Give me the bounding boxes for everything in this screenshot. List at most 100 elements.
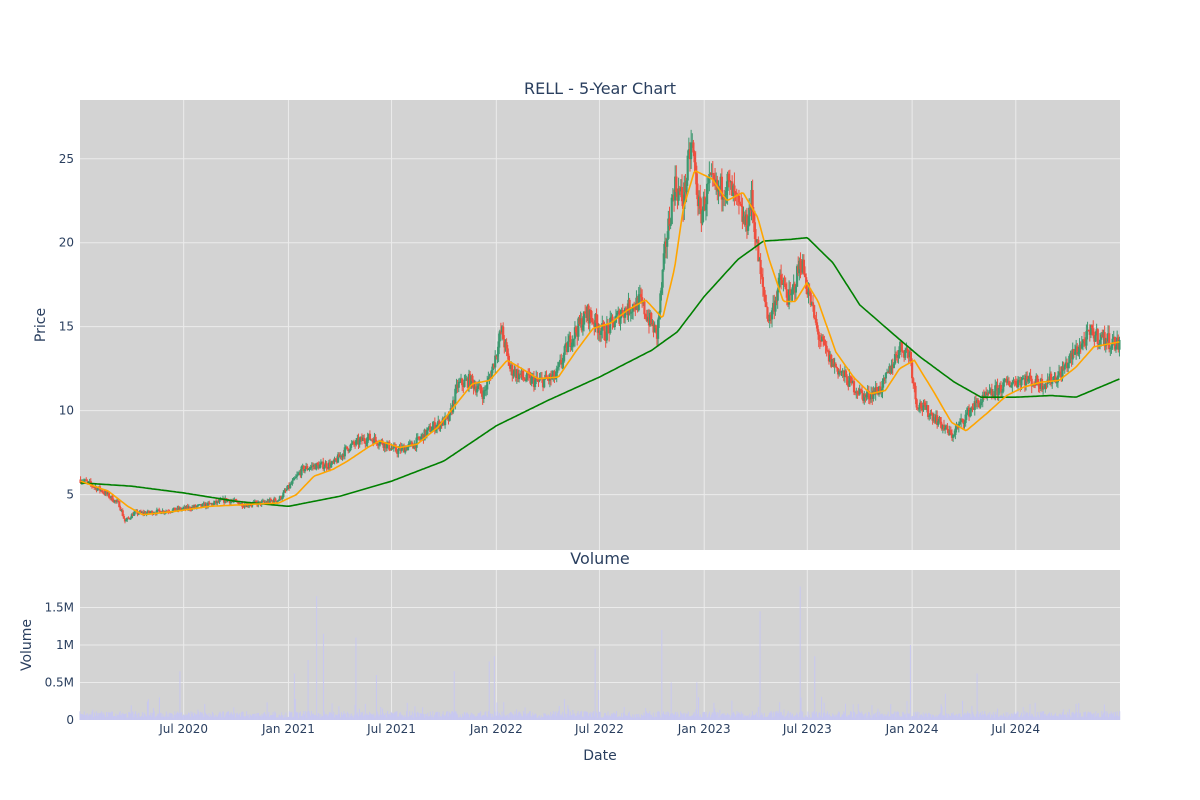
candle-body [784,284,787,290]
candle-body [113,500,116,503]
candle-body [521,370,524,378]
candle-body [593,322,596,327]
candle-body [773,302,776,312]
candle-body [228,500,231,503]
volume-bar [239,713,241,720]
volume-bar [683,714,685,720]
volume-bar [280,716,282,720]
volume-bar [450,714,452,720]
candle-body [339,455,342,458]
volume-bar [948,714,950,720]
volume-bar [1031,713,1033,720]
volume-bar [281,715,283,720]
candle-body [264,502,267,504]
candle-body [249,505,252,507]
volume-bar [959,713,961,720]
volume-bar [946,717,948,720]
candle-body [653,325,656,333]
candle-body [499,331,502,333]
candle-body [856,391,859,394]
volume-bar [976,673,978,720]
candle-body [422,434,425,441]
volume-bar [881,713,883,720]
volume-bar [477,713,479,720]
volume-bar [713,702,715,720]
volume-bar [797,716,799,720]
candle-body [573,327,577,339]
volume-bar [874,714,876,720]
candle-body [287,485,291,489]
volume-bar [1056,716,1058,720]
volume-bar [1111,713,1113,720]
volume-bar [926,713,928,720]
candle-body [562,354,565,363]
volume-bar [565,717,567,720]
volume-bar [920,714,922,720]
candle-body [301,465,304,467]
volume-bar [159,712,161,720]
candle-body [169,512,172,514]
candle-body [676,192,679,201]
volume-bar [410,715,412,720]
volume-bar [1088,712,1090,720]
candle-body [656,319,660,339]
volume-bar [1082,717,1084,720]
volume-bar [252,713,254,720]
candle-body [810,302,813,306]
volume-bar [421,713,423,720]
volume-bar [643,712,645,720]
volume-bar [353,714,355,720]
candle-body [896,355,899,358]
volume-bar [876,711,878,720]
candle-body [502,326,505,340]
volume-bar [548,715,550,720]
volume-bar [690,716,692,720]
volume-bar [715,714,717,720]
volume-bar [131,712,133,720]
candle-body [923,402,926,405]
volume-bar [798,712,800,720]
volume-bar [369,711,371,720]
volume-bar [99,713,101,720]
candle-body [1022,378,1025,380]
volume-bar [1004,716,1006,720]
candle-body [891,364,894,369]
volume-bar [614,713,616,720]
volume-bar [635,714,637,720]
candle-body [811,302,815,306]
volume-bar [652,712,654,720]
volume-bar [606,715,608,720]
volume-bar [187,714,189,720]
candle-body [307,469,310,471]
volume-bar [401,715,403,720]
candle-body [694,162,697,174]
candle-body [104,491,107,495]
volume-bar [220,713,222,720]
volume-bar [746,715,748,720]
candle-body [759,259,762,275]
candle-body [469,373,472,388]
volume-bar [579,713,581,720]
candle-body [959,418,963,422]
volume-bar [431,716,433,720]
volume-bar [844,703,846,720]
volume-bar [210,714,212,720]
volume-bar [932,714,934,720]
candle-body [340,455,343,458]
candle-body [479,384,482,391]
volume-bar [843,711,845,720]
volume-bar [539,715,541,720]
volume-bar [815,713,817,720]
volume-bar [891,714,893,720]
volume-bar [949,715,951,720]
volume-bar [681,714,683,720]
candle-body [825,345,828,351]
volume-bar [509,713,511,720]
volume-bar [117,715,119,720]
candle-body [912,378,915,384]
candle-body [205,503,209,507]
volume-bar [344,714,346,720]
candle-body [177,507,180,510]
volume-bar [908,713,910,720]
